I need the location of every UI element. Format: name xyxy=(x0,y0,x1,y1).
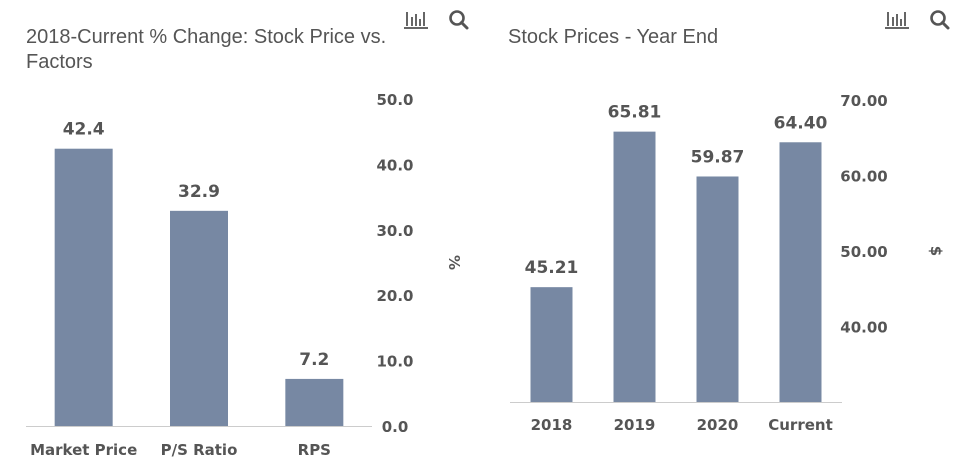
x-tick-label: 2020 xyxy=(697,416,739,434)
bar[interactable] xyxy=(779,142,822,402)
chart-title: 2018-Current % Change: Stock Price vs. F… xyxy=(26,26,387,73)
y-tick-label: 40.0 xyxy=(376,156,413,174)
data-label: 7.2 xyxy=(299,350,329,370)
x-tick-label: 2019 xyxy=(614,416,656,434)
y-tick-label: 50.0 xyxy=(376,91,413,109)
search-icon[interactable] xyxy=(446,7,472,33)
bar-chart-year-end-prices: 40.00 50.00 60.00 70.00 $45.21 2018 65.81 2019 5… xyxy=(510,92,945,434)
bar-chart-icon[interactable] xyxy=(403,7,429,33)
bar[interactable] xyxy=(613,131,656,402)
x-tick-label: Current xyxy=(768,416,833,434)
bar[interactable] xyxy=(170,210,228,426)
chart-panel-year-end-prices: Stock Prices - Year End 40.00 50.00 60.00 7… xyxy=(480,0,959,466)
y-tick-label: 20.0 xyxy=(376,287,413,305)
x-tick-label: P/S Ratio xyxy=(161,441,238,459)
y-tick-label: 40.00 xyxy=(840,319,887,337)
x-tick-label: Market Price xyxy=(30,441,137,459)
y-tick-label: 70.00 xyxy=(840,92,887,110)
bar[interactable] xyxy=(285,378,344,426)
bar[interactable] xyxy=(530,287,573,402)
y-tick-label: 0.0 xyxy=(382,418,409,436)
chart-title: Stock Prices - Year End xyxy=(508,26,719,48)
y-tick-label: 30.0 xyxy=(376,222,413,240)
search-icon[interactable] xyxy=(927,7,953,33)
y-tick-label: 10.0 xyxy=(376,353,413,371)
bar[interactable] xyxy=(54,148,113,427)
x-tick-label: 2018 xyxy=(531,416,573,434)
y-tick-label: 60.00 xyxy=(840,168,887,186)
bar[interactable] xyxy=(696,176,739,402)
y-axis-title: % xyxy=(445,255,463,270)
y-axis-title: $ xyxy=(927,246,945,256)
x-tick-label: RPS xyxy=(298,441,331,459)
chart-panel-price-vs-factors: 2018-Current % Change: Stock Price vs. F… xyxy=(26,7,472,459)
bar-chart-icon[interactable] xyxy=(884,7,910,33)
data-label: 45.21 xyxy=(525,258,579,278)
data-label: 65.81 xyxy=(608,103,662,123)
data-label: 32.9 xyxy=(178,182,220,202)
data-label: 42.4 xyxy=(63,120,105,140)
data-label: 59.87 xyxy=(691,147,745,167)
data-label: 64.40 xyxy=(774,113,828,133)
y-tick-label: 50.00 xyxy=(840,243,887,261)
